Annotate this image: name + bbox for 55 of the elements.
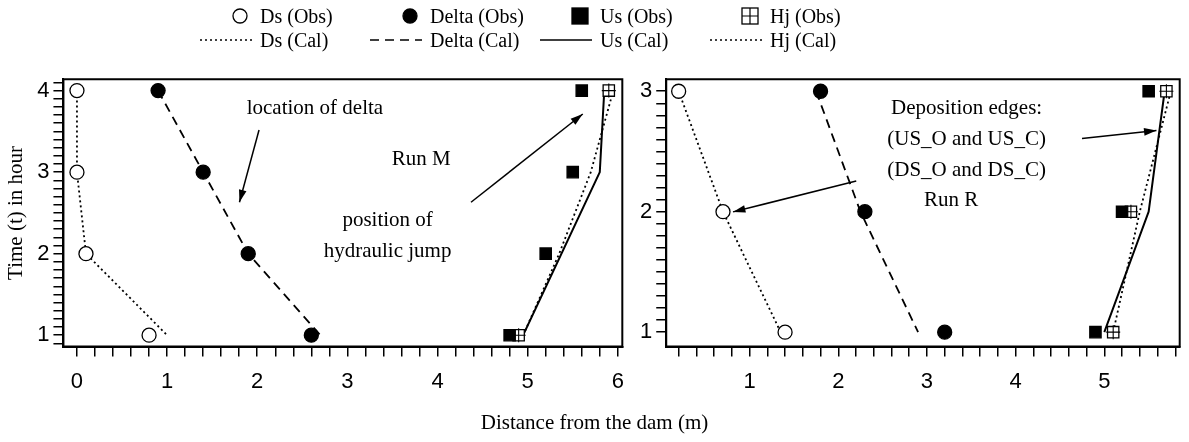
- point: [1142, 84, 1155, 98]
- point: [240, 246, 256, 262]
- y-axis-title: Time (t) in hour: [3, 145, 28, 280]
- x-tick-label: 5: [1098, 367, 1111, 393]
- point: [715, 204, 731, 220]
- point: [539, 247, 552, 260]
- x-tick-label: 2: [832, 367, 845, 393]
- annotation: Run R: [924, 187, 979, 212]
- point: [1115, 205, 1129, 218]
- point: [150, 82, 166, 99]
- legend-label: Ds (Obs): [260, 4, 334, 28]
- x-axis-title: Distance from the dam (m): [479, 410, 710, 435]
- x-tick-label: 5: [521, 367, 534, 393]
- point: [195, 164, 211, 180]
- legend-label: Ds (Cal): [260, 28, 330, 52]
- y-tick-label: 1: [37, 321, 50, 347]
- point: [671, 83, 687, 99]
- legend-label: Us (Obs): [600, 4, 674, 28]
- y-tick-label: 4: [37, 76, 50, 102]
- x-tick-label: 6: [611, 367, 624, 393]
- x-tick-label: 0: [70, 367, 84, 393]
- x-tick-label: 3: [920, 367, 934, 393]
- annotation: Run M: [391, 145, 451, 170]
- point: [141, 327, 157, 343]
- point: [78, 246, 94, 262]
- x-tick-label: 4: [1009, 367, 1022, 393]
- x-tick-label: 1: [743, 367, 756, 393]
- y-tick-label: 1: [639, 318, 653, 344]
- point: [857, 204, 873, 220]
- x-tick-label: 2: [251, 367, 264, 393]
- point: [503, 328, 516, 342]
- annotation: Deposition edges: (US_O and US_C) (DS_O and DS_C): [887, 95, 1046, 182]
- y-tick-label: 2: [37, 239, 50, 265]
- point: [777, 324, 793, 340]
- legend-label: Delta (Obs): [430, 4, 525, 28]
- legend-label: Us (Cal): [600, 28, 670, 52]
- point: [575, 84, 589, 97]
- annotation: position of hydraulic jump: [323, 207, 452, 263]
- annotation: location of delta: [246, 95, 384, 120]
- legend-label: Hj (Cal): [770, 28, 838, 52]
- point: [937, 324, 953, 340]
- point: [566, 165, 580, 179]
- point: [69, 164, 85, 180]
- y-tick-label: 2: [639, 197, 653, 223]
- point: [69, 82, 85, 99]
- x-tick-label: 1: [160, 367, 174, 393]
- point: [303, 327, 319, 343]
- legend-label: Delta (Cal): [430, 28, 521, 52]
- x-tick-label: 3: [341, 367, 354, 393]
- y-tick-label: 3: [37, 158, 50, 184]
- legend-label: Hj (Obs): [770, 4, 842, 28]
- point: [812, 83, 829, 99]
- x-tick-label: 4: [431, 367, 444, 393]
- point: [1089, 325, 1102, 339]
- y-tick-label: 3: [639, 77, 653, 103]
